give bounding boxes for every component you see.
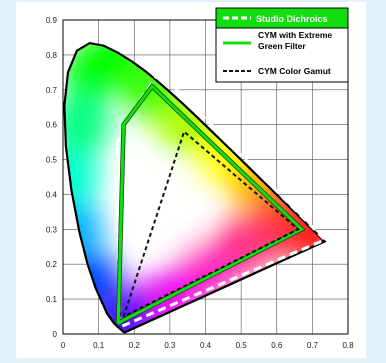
x-tick-label: 0.2	[129, 341, 141, 350]
x-tick-label: 0.4	[200, 341, 212, 350]
series-lines	[114, 69, 328, 330]
legend: Studio Dichroics CYM with Extreme Green …	[215, 7, 349, 83]
cie-chromaticity-chart: 0 0.1 0.2 0.3 0.4 0.5 0.6 0.7 0.8 00.10.20.30.40…	[46, 7, 354, 350]
x-tick-label: 0	[61, 341, 66, 350]
series-line-2	[116, 84, 305, 325]
chart-panel: 0 0.1 0.2 0.3 0.4 0.5 0.6 0.7 0.8 0 0.1 0.2 0.3 0.4 0…	[16, 2, 366, 358]
series-line-3	[122, 129, 300, 318]
axes	[62, 19, 349, 335]
legend-entry-3-label: CYM Color Gamut	[258, 66, 331, 76]
y-tick-label: 0.5	[46, 156, 58, 165]
plot-border	[62, 19, 349, 335]
y-tick-label: 0.2	[46, 260, 58, 269]
y-tick-label: 0.6	[46, 121, 58, 130]
y-tick-label: 0.4	[46, 190, 58, 199]
y-tick-label: 0	[53, 330, 58, 339]
legend-entry-1-label: Studio Dichroics	[256, 14, 328, 24]
y-tick-label: 0.1	[46, 295, 58, 304]
x-tick-label: 0.5	[236, 341, 248, 350]
y-tick-label: 0.8	[46, 51, 58, 60]
y-tick-labels: 0 0.1 0.2 0.3 0.4 0.5 0.6 0.7 0.8 0.9	[46, 16, 58, 339]
x-tick-label: 0.7	[307, 341, 319, 350]
legend-entry-1-background	[215, 7, 349, 29]
y-tick-label: 0.3	[46, 225, 58, 234]
x-tick-label: 0.6	[271, 341, 283, 350]
y-tick-label: 0.9	[46, 16, 58, 25]
x-tick-label: 0.1	[93, 341, 105, 350]
x-tick-label: 0.3	[164, 341, 176, 350]
spectral-locus-outline	[63, 41, 327, 334]
x-tick-labels: 0 0.1 0.2 0.3 0.4 0.5 0.6 0.7 0.8	[61, 341, 354, 350]
legend-entry-2-label: CYM with Extreme Green Filter	[258, 30, 335, 51]
x-tick-label: 0.8	[342, 341, 354, 350]
y-tick-label: 0.7	[46, 86, 58, 95]
